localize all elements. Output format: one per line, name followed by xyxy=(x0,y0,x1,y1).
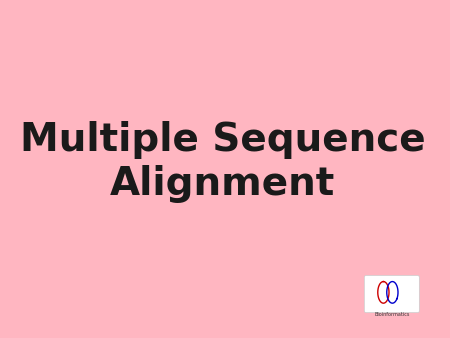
Text: Multiple Sequence
Alignment: Multiple Sequence Alignment xyxy=(20,121,426,203)
Text: Bioinformatics: Bioinformatics xyxy=(374,312,410,317)
FancyBboxPatch shape xyxy=(364,275,419,313)
